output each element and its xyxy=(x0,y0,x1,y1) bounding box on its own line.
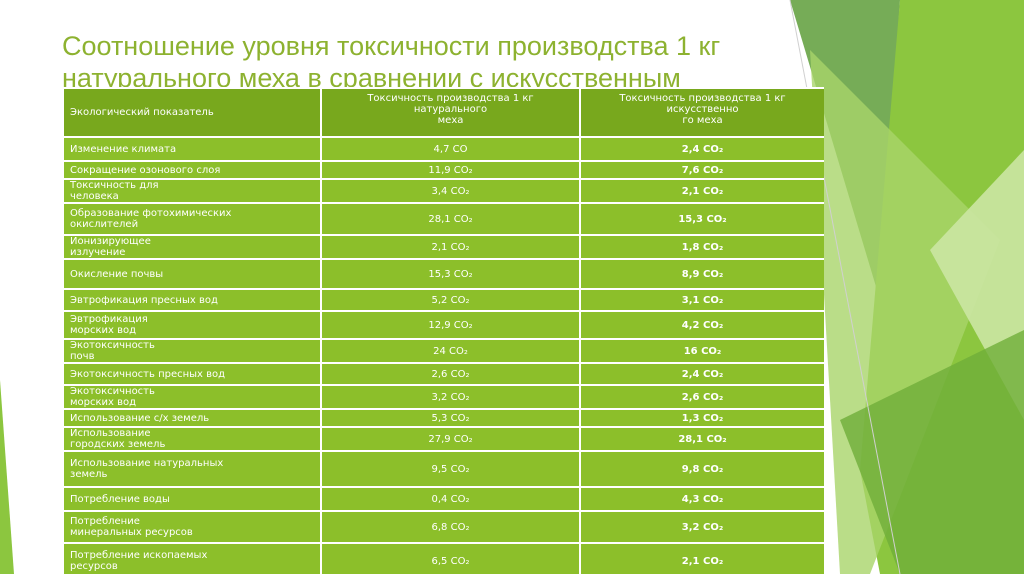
artificial-fur-value: 4,3 CO₂ xyxy=(579,486,824,512)
artificial-fur-value: 3,1 CO₂ xyxy=(579,288,824,312)
artificial-fur-value: 28,1 CO₂ xyxy=(579,426,824,452)
natural-fur-value: 2,6 CO₂ xyxy=(320,362,581,386)
indicator-cell: Потребление минеральных ресурсов xyxy=(62,510,322,544)
artificial-fur-value: 2,4 CO₂ xyxy=(579,362,824,386)
table-row: Использование с/х земель 5,3 CO₂ 1,3 CO₂ xyxy=(62,408,824,428)
natural-fur-value: 0,4 CO₂ xyxy=(320,486,581,512)
indicator-cell: Образование фотохимических окислителей xyxy=(62,202,322,236)
natural-fur-value: 27,9 CO₂ xyxy=(320,426,581,452)
table-header-row: Экологический показатель Токсичность про… xyxy=(62,87,824,138)
indicator-cell: Потребление ископаемых ресурсов xyxy=(62,542,322,574)
natural-fur-value: 12,9 CO₂ xyxy=(320,310,581,340)
artificial-fur-value: 7,6 CO₂ xyxy=(579,160,824,180)
table-row: Потребление воды 0,4 CO₂ 4,3 CO₂ xyxy=(62,486,824,512)
table-row: Эвтрофикация пресных вод 5,2 CO₂ 3,1 CO₂ xyxy=(62,288,824,312)
table-row: Сокращение озонового слоя 11,9 CO₂ 7,6 CO₂ xyxy=(62,160,824,180)
artificial-fur-value: 9,8 CO₂ xyxy=(579,450,824,488)
indicator-cell: Экотоксичность почв xyxy=(62,338,322,364)
indicator-cell: Использование натуральных земель xyxy=(62,450,322,488)
artificial-fur-value: 4,2 CO₂ xyxy=(579,310,824,340)
indicator-cell: Экотоксичность морских вод xyxy=(62,384,322,410)
header-natural-fur: Токсичность производства 1 кг натурально… xyxy=(320,87,581,138)
table-row: Эвтрофикация морских вод 12,9 CO₂ 4,2 CO₂ xyxy=(62,310,824,340)
indicator-cell: Ионизирующее излучение xyxy=(62,234,322,260)
artificial-fur-value: 2,4 CO₂ xyxy=(579,136,824,162)
artificial-fur-value: 8,9 CO₂ xyxy=(579,258,824,290)
artificial-fur-value: 3,2 CO₂ xyxy=(579,510,824,544)
natural-fur-value: 6,5 CO₂ xyxy=(320,542,581,574)
indicator-cell: Эвтрофикация морских вод xyxy=(62,310,322,340)
indicator-cell: Сокращение озонового слоя xyxy=(62,160,322,180)
artificial-fur-value: 1,3 CO₂ xyxy=(579,408,824,428)
table-row: Потребление минеральных ресурсов 6,8 CO₂ 3… xyxy=(62,510,824,544)
left-green-sliver xyxy=(0,380,14,574)
table-row: Ионизирующее излучение 2,1 CO₂ 1,8 CO₂ xyxy=(62,234,824,260)
indicator-cell: Токсичность для человека xyxy=(62,178,322,204)
natural-fur-value: 2,1 CO₂ xyxy=(320,234,581,260)
table-row: Потребление ископаемых ресурсов 6,5 CO₂ 2,… xyxy=(62,542,824,574)
artificial-fur-value: 1,8 CO₂ xyxy=(579,234,824,260)
artificial-fur-value: 15,3 CO₂ xyxy=(579,202,824,236)
natural-fur-value: 5,2 CO₂ xyxy=(320,288,581,312)
natural-fur-value: 5,3 CO₂ xyxy=(320,408,581,428)
natural-fur-value: 24 CO₂ xyxy=(320,338,581,364)
artificial-fur-value: 2,1 CO₂ xyxy=(579,178,824,204)
natural-fur-value: 15,3 CO₂ xyxy=(320,258,581,290)
toxicity-table-wrapper: Экологический показатель Токсичность про… xyxy=(62,87,824,574)
table-row: Использование натуральных земель 9,5 CO₂ 9… xyxy=(62,450,824,488)
indicator-cell: Окисление почвы xyxy=(62,258,322,290)
header-indicator: Экологический показатель xyxy=(62,87,322,138)
table-row: Использование городских земель 27,9 CO₂ 28… xyxy=(62,426,824,452)
indicator-cell: Эвтрофикация пресных вод xyxy=(62,288,322,312)
indicator-cell: Потребление воды xyxy=(62,486,322,512)
table-row: Экотоксичность почв 24 CO₂ 16 CO₂ xyxy=(62,338,824,364)
indicator-cell: Экотоксичность пресных вод xyxy=(62,362,322,386)
table-row: Изменение климата 4,7 CO 2,4 CO₂ xyxy=(62,136,824,162)
header-artificial-fur: Токсичность производства 1 кг искусствен… xyxy=(579,87,824,138)
table-row: Образование фотохимических окислителей 28… xyxy=(62,202,824,236)
table-row: Окисление почвы 15,3 CO₂ 8,9 CO₂ xyxy=(62,258,824,290)
natural-fur-value: 4,7 CO xyxy=(320,136,581,162)
mid-green-facet xyxy=(840,330,1024,574)
page-title: Соотношение уровня токсичности производс… xyxy=(62,31,721,93)
natural-fur-value: 28,1 CO₂ xyxy=(320,202,581,236)
table-row: Токсичность для человека 3,4 CO₂ 2,1 CO₂ xyxy=(62,178,824,204)
natural-fur-value: 3,2 CO₂ xyxy=(320,384,581,410)
toxicity-table: Экологический показатель Токсичность про… xyxy=(62,87,824,574)
natural-fur-value: 3,4 CO₂ xyxy=(320,178,581,204)
indicator-cell: Изменение климата xyxy=(62,136,322,162)
natural-fur-value: 9,5 CO₂ xyxy=(320,450,581,488)
table-row: Экотоксичность морских вод 3,2 CO₂ 2,6 CO₂ xyxy=(62,384,824,410)
indicator-cell: Использование с/х земель xyxy=(62,408,322,428)
natural-fur-value: 6,8 CO₂ xyxy=(320,510,581,544)
artificial-fur-value: 16 CO₂ xyxy=(579,338,824,364)
natural-fur-value: 11,9 CO₂ xyxy=(320,160,581,180)
artificial-fur-value: 2,6 CO₂ xyxy=(579,384,824,410)
indicator-cell: Использование городских земель xyxy=(62,426,322,452)
artificial-fur-value: 2,1 CO₂ xyxy=(579,542,824,574)
table-row: Экотоксичность пресных вод 2,6 CO₂ 2,4 CO₂ xyxy=(62,362,824,386)
